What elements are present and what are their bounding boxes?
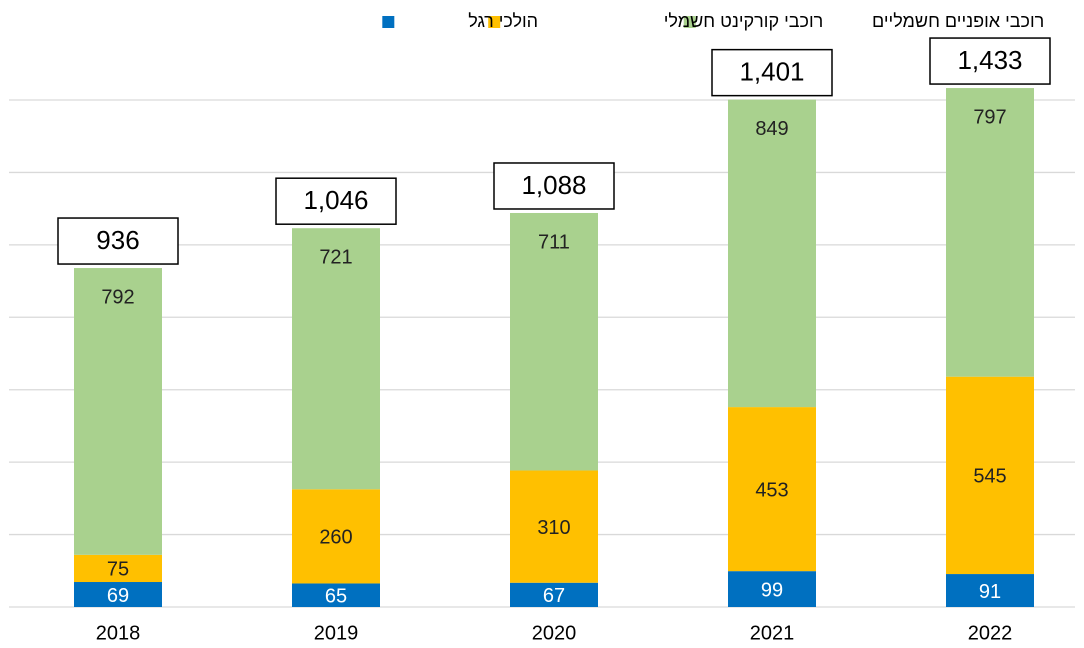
data-label: 849: [755, 118, 788, 140]
bar-segment: [728, 571, 816, 607]
bar-segment: [74, 268, 162, 555]
total-box: [493, 162, 615, 210]
total-box: [57, 217, 179, 265]
total-label: 1,046: [303, 185, 368, 215]
bar-segment: [946, 574, 1034, 607]
total-label: 936: [96, 225, 139, 255]
legend-swatch: [683, 16, 696, 28]
data-label: 67: [543, 585, 565, 607]
bar-segment: [946, 376, 1034, 575]
bar-segment: [74, 582, 162, 607]
data-label: 792: [101, 286, 134, 308]
legend-swatch: [488, 16, 501, 28]
data-label: 99: [761, 579, 783, 601]
bar-segment: [292, 489, 380, 584]
x-tick-label: 2021: [750, 622, 795, 644]
bar-segment: [292, 228, 380, 490]
bar-segment: [292, 583, 380, 607]
legend-label: רוכבי אופניים חשמליים: [872, 11, 1044, 31]
data-label: 91: [979, 581, 1001, 603]
total-label: 1,088: [521, 170, 586, 200]
bar-segment: [510, 582, 598, 607]
data-label: 65: [325, 586, 347, 608]
x-tick-label: 2018: [96, 622, 141, 644]
total-box: [929, 37, 1051, 85]
bar-segment: [728, 407, 816, 572]
legend-swatch: [382, 16, 395, 28]
bar-segment: [946, 88, 1034, 377]
bar-segment: [74, 554, 162, 583]
data-label: 721: [319, 246, 352, 268]
data-label: 453: [755, 479, 788, 501]
bar-segment: [510, 212, 598, 471]
x-tick-label: 2019: [314, 622, 359, 644]
total-label: 1,401: [739, 57, 804, 87]
x-tick-label: 2022: [968, 622, 1013, 644]
x-tick-label: 2020: [532, 622, 577, 644]
data-label: 69: [107, 585, 129, 607]
legend-label: הולכי רגל: [468, 11, 538, 31]
data-label: 75: [107, 559, 129, 581]
data-label: 797: [973, 106, 1006, 128]
legend-label: רוכבי קורקינט חשמלי: [664, 11, 824, 31]
bar-segment: [728, 99, 816, 408]
data-label: 545: [973, 466, 1006, 488]
data-label: 260: [319, 527, 352, 549]
total-box: [711, 48, 833, 97]
total-label: 1,433: [957, 45, 1022, 75]
data-label: 711: [538, 231, 570, 253]
data-label: 310: [537, 517, 570, 539]
total-box: [275, 177, 397, 225]
bar-segment: [510, 470, 598, 583]
